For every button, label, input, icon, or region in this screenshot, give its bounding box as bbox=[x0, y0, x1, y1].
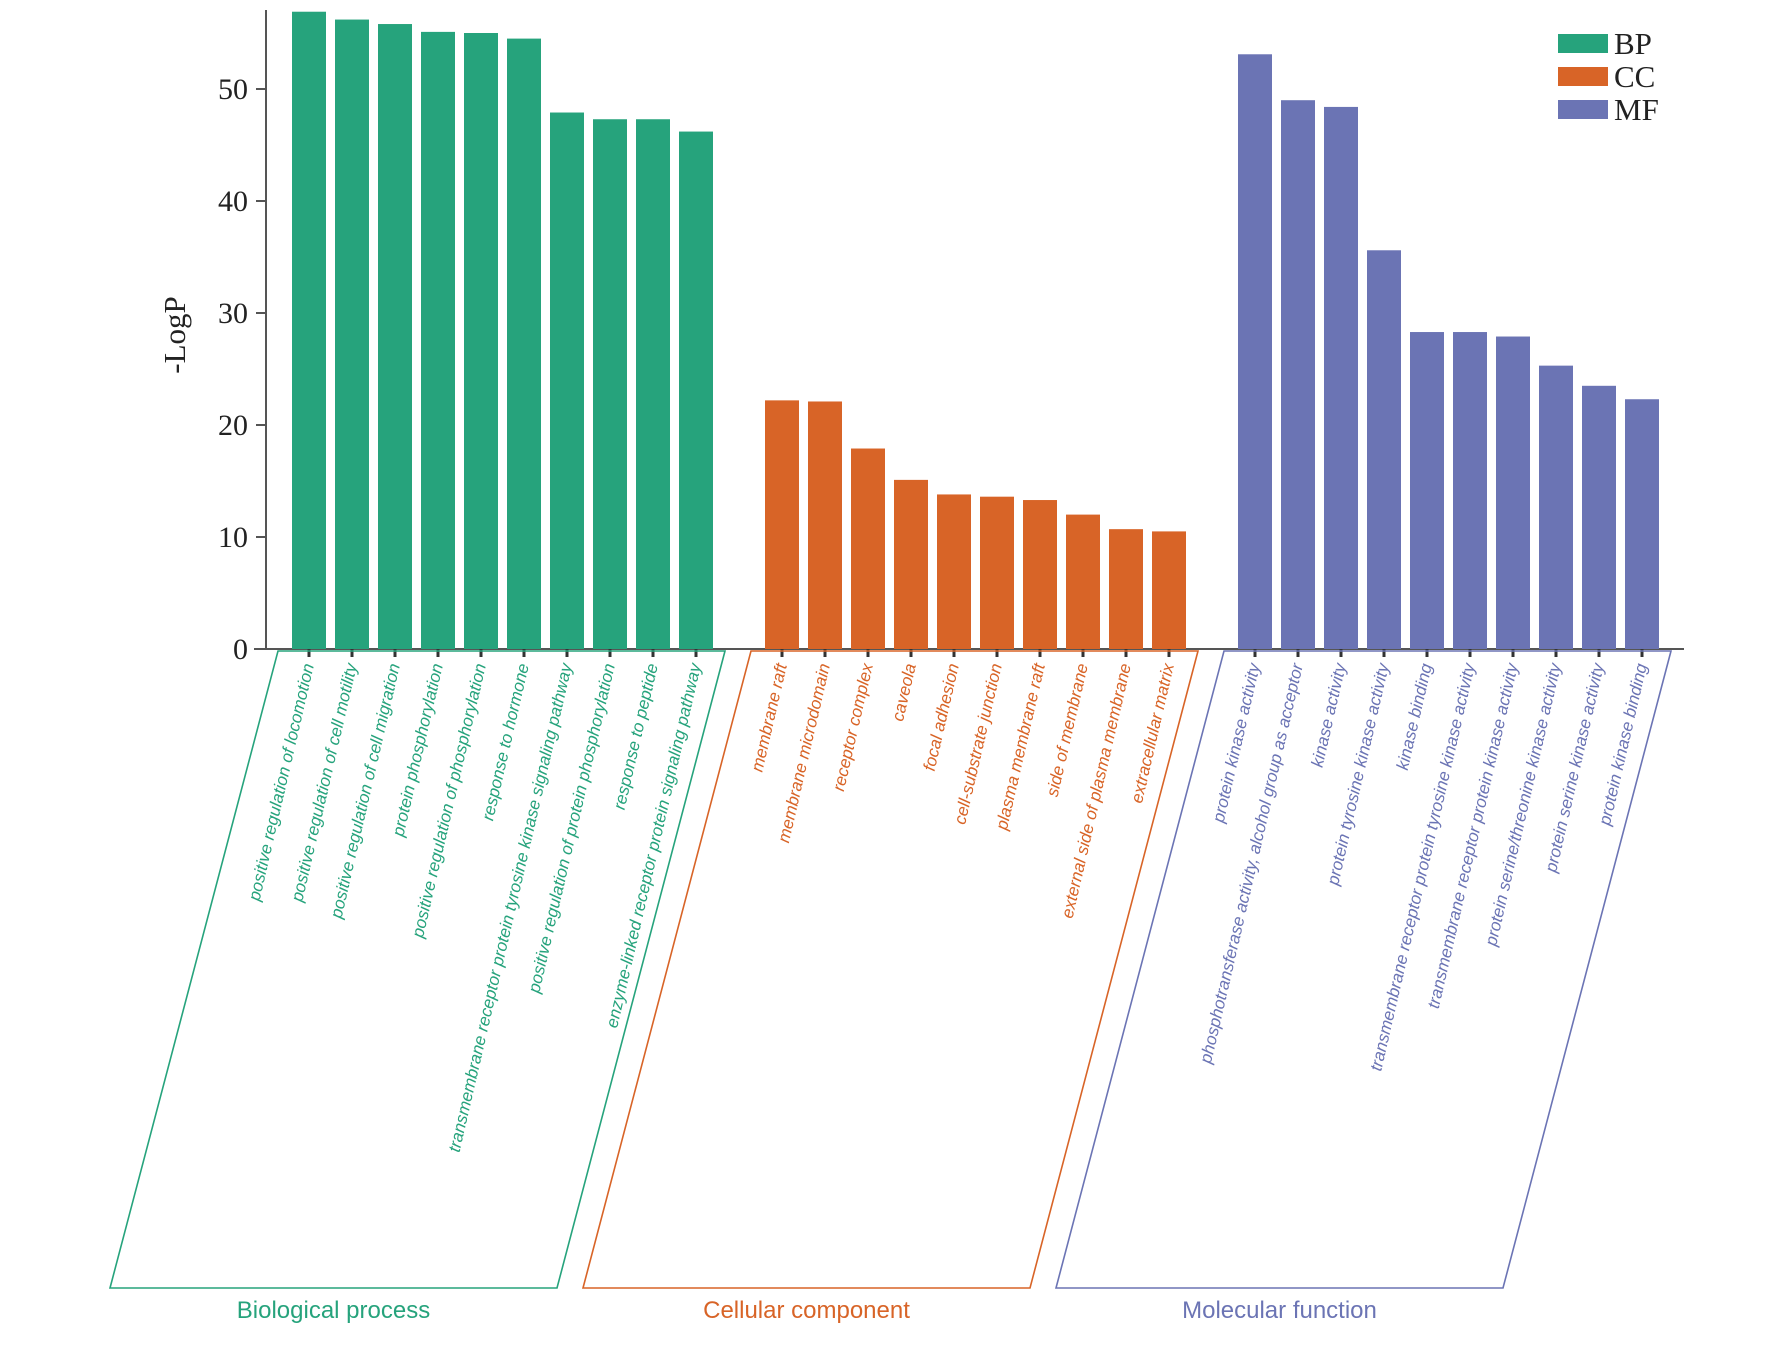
y-tick-label: 50 bbox=[218, 73, 248, 106]
bar-bp bbox=[421, 31, 455, 649]
bar-mf bbox=[1367, 250, 1401, 649]
category-label: side of membrane bbox=[1043, 662, 1092, 799]
bar-mf bbox=[1238, 54, 1272, 649]
category-labels: positive regulation of locomotionpositiv… bbox=[245, 660, 1651, 1154]
bar-mf bbox=[1324, 106, 1358, 650]
bar-bp bbox=[550, 112, 584, 649]
bar-bp bbox=[292, 11, 326, 650]
y-axis-title: -LogP bbox=[157, 296, 192, 374]
category-label: positive regulation of protein phosphory… bbox=[524, 662, 619, 996]
bar-mf bbox=[1625, 399, 1659, 649]
bar-cc bbox=[851, 448, 885, 649]
group-label-mf: Molecular function bbox=[1182, 1297, 1377, 1324]
category-label: protein kinase binding bbox=[1595, 661, 1651, 828]
bar-mf bbox=[1453, 332, 1487, 649]
bar-cc bbox=[765, 400, 799, 649]
bar-bp bbox=[636, 119, 670, 650]
y-ticks: 0 10 20 30 40 50 bbox=[218, 73, 266, 666]
legend-swatch-cc bbox=[1558, 67, 1608, 86]
group-label-bp: Biological process bbox=[237, 1297, 430, 1324]
bar-bp bbox=[378, 24, 412, 650]
legend-label-bp: BP bbox=[1614, 26, 1652, 61]
bar-mf bbox=[1281, 100, 1315, 649]
category-label: extracellular matrix bbox=[1127, 661, 1178, 805]
bar-mf bbox=[1410, 332, 1444, 649]
bar-mf bbox=[1496, 336, 1530, 649]
y-tick-label: 40 bbox=[218, 185, 248, 218]
bar-cc bbox=[808, 401, 842, 649]
bar-cc bbox=[980, 496, 1014, 649]
bars bbox=[292, 11, 1659, 650]
bar-cc bbox=[1023, 500, 1057, 649]
group-bracket-mf bbox=[1054, 650, 1673, 1289]
bar-cc bbox=[894, 479, 928, 649]
y-tick-label: 30 bbox=[218, 297, 248, 330]
group-bracket-bp bbox=[108, 650, 727, 1289]
category-label: receptor complex bbox=[829, 661, 877, 793]
category-label: caveola bbox=[888, 662, 920, 723]
bar-bp bbox=[335, 19, 369, 650]
group-label-cc: Cellular component bbox=[703, 1297, 910, 1324]
bar-bp bbox=[507, 38, 541, 650]
category-label: membrane raft bbox=[748, 660, 792, 773]
legend-swatch-mf bbox=[1558, 100, 1608, 119]
category-label: enzyme-linked receptor protein signaling… bbox=[602, 660, 705, 1029]
y-tick-label: 20 bbox=[218, 409, 248, 442]
bar-bp bbox=[593, 119, 627, 650]
y-tick-label: 10 bbox=[218, 521, 248, 554]
bar-bp bbox=[464, 33, 498, 649]
category-label: kinase binding bbox=[1393, 661, 1436, 772]
bar-bp bbox=[679, 131, 713, 649]
bar-cc bbox=[1109, 529, 1143, 649]
legend-label-mf: MF bbox=[1614, 92, 1659, 127]
legend-swatch-bp bbox=[1558, 34, 1608, 53]
legend-label-cc: CC bbox=[1614, 59, 1655, 94]
y-tick-label: 0 bbox=[233, 633, 248, 666]
group-boxes: Biological process Cellular component Mole… bbox=[108, 650, 1673, 1324]
category-label: phosphotransferase activity, alcohol gro… bbox=[1196, 660, 1307, 1066]
group-bracket-cc bbox=[581, 650, 1200, 1289]
bar-cc bbox=[1152, 531, 1186, 649]
category-label: response to peptide bbox=[610, 662, 662, 812]
category-label: response to hormone bbox=[478, 662, 533, 823]
bar-mf bbox=[1582, 385, 1616, 649]
bar-cc bbox=[1066, 514, 1100, 649]
bar-mf bbox=[1539, 365, 1573, 649]
bar-cc bbox=[937, 494, 971, 649]
category-label: kinase activity bbox=[1308, 660, 1351, 769]
category-label: focal adhesion bbox=[920, 662, 963, 773]
